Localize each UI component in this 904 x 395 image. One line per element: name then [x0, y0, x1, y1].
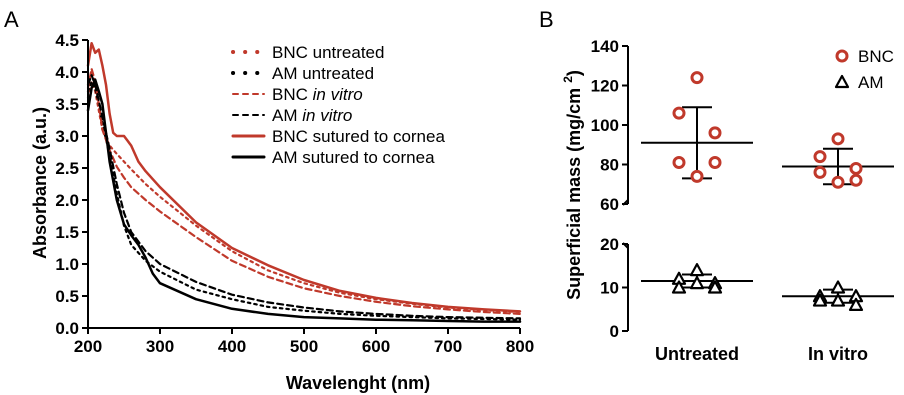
- panel-a-chart: 200 300 400 500 600 700 800 0.0 0.5 1.0 1.5 2.0 2.5 3…: [30, 31, 534, 393]
- legend-label-4: AM in vitro: [272, 106, 352, 125]
- bnc-data-point: [849, 161, 863, 175]
- y-tick-label: 140: [591, 37, 619, 56]
- y-tick-label: 4.0: [55, 63, 79, 82]
- bnc-data-point: [690, 169, 704, 183]
- y-tick-label: 20: [600, 235, 619, 254]
- y-tick-label: 0.5: [55, 287, 79, 306]
- x-tick-label: 300: [146, 337, 174, 356]
- x-tick-label: 400: [218, 337, 246, 356]
- y-tick-label: 0: [610, 322, 619, 341]
- legend-label-italic: in vitro: [313, 85, 363, 104]
- y-title-text: Superficial mass (mg/cm: [564, 83, 584, 300]
- legend-label-text: AM sutured to cornea: [272, 148, 435, 167]
- series-line-5: [86, 41, 522, 313]
- y-tick-label: 1.5: [55, 223, 79, 242]
- legend-label-6: AM sutured to cornea: [272, 148, 435, 167]
- y-tick-label: 100: [591, 116, 619, 135]
- y-tick-label: 2.5: [55, 159, 79, 178]
- legend-label-2: AM untreated: [272, 64, 374, 83]
- legend-label-1: BNC untreated: [272, 43, 384, 62]
- legend-circle-marker: [835, 49, 849, 63]
- am-data-point: [812, 293, 828, 307]
- category-label: In vitro: [808, 344, 868, 364]
- series-line-3: [86, 67, 522, 315]
- bnc-data-point: [831, 132, 845, 146]
- x-tick-label: 500: [290, 337, 318, 356]
- bnc-data-point: [672, 156, 686, 170]
- legend-label: AM: [858, 73, 884, 92]
- am-data-point: [848, 297, 864, 311]
- bnc-data-point: [849, 173, 863, 187]
- bnc-data-point: [708, 126, 722, 140]
- bnc-data-point: [672, 106, 686, 120]
- y-title-close: ): [564, 70, 584, 76]
- y-tick-label: 2.0: [55, 191, 79, 210]
- legend-triangle-marker: [834, 74, 850, 89]
- am-data-point: [830, 293, 846, 307]
- legend-label-text: AM untreated: [272, 64, 374, 83]
- am-data-point: [671, 280, 687, 294]
- legend-label: BNC: [858, 47, 894, 66]
- x-tick-label: 600: [362, 337, 390, 356]
- bnc-data-point: [813, 150, 827, 164]
- y-tick-label: 80: [600, 156, 619, 175]
- legend-label-text: BNC: [272, 85, 313, 104]
- am-data-point: [689, 263, 705, 277]
- y-tick-label: 3.5: [55, 95, 79, 114]
- legend-label-5: BNC sutured to cornea: [272, 127, 445, 146]
- legend-label-text: BNC untreated: [272, 43, 384, 62]
- y-title-superscript: 2: [561, 76, 575, 83]
- x-tick-label: 800: [506, 337, 534, 356]
- panel-b-letter: B: [539, 7, 554, 32]
- am-data-point: [830, 280, 846, 294]
- panel-a-letter: A: [4, 7, 19, 32]
- y-tick-label: 10: [600, 279, 619, 298]
- x-axis-title: Wavelenght (nm): [286, 373, 430, 393]
- category-label: Untreated: [655, 344, 739, 364]
- am-data-point: [689, 276, 705, 290]
- panel-b-chart: 0 10 20 60 80 100 120 140 Untreated In vitro BNC A…: [561, 37, 894, 364]
- y-axis-title: Absorbance (a.u.): [30, 107, 50, 259]
- am-data-point: [707, 280, 723, 294]
- bnc-data-point: [831, 175, 845, 189]
- y-tick-label: 0.0: [55, 319, 79, 338]
- bnc-data-point: [708, 156, 722, 170]
- series-line-6: [86, 78, 522, 323]
- legend-label-3: BNC in vitro: [272, 85, 363, 104]
- legend-label-text: AM: [272, 106, 302, 125]
- legend-label-text: BNC sutured to cornea: [272, 127, 445, 146]
- panel-b-y-axis-title: Superficial mass (mg/cm 2): [561, 70, 584, 300]
- x-tick-label: 700: [434, 337, 462, 356]
- legend-label-italic: in vitro: [302, 106, 352, 125]
- y-tick-label: 120: [591, 77, 619, 96]
- y-tick-label: 4.5: [55, 31, 79, 50]
- series-line-4: [86, 74, 522, 320]
- bnc-data-point: [690, 71, 704, 85]
- y-tick-label: 3.0: [55, 127, 79, 146]
- y-tick-label: 60: [600, 195, 619, 214]
- x-tick-label: 200: [74, 337, 102, 356]
- y-tick-label: 1.0: [55, 255, 79, 274]
- bnc-data-point: [813, 165, 827, 179]
